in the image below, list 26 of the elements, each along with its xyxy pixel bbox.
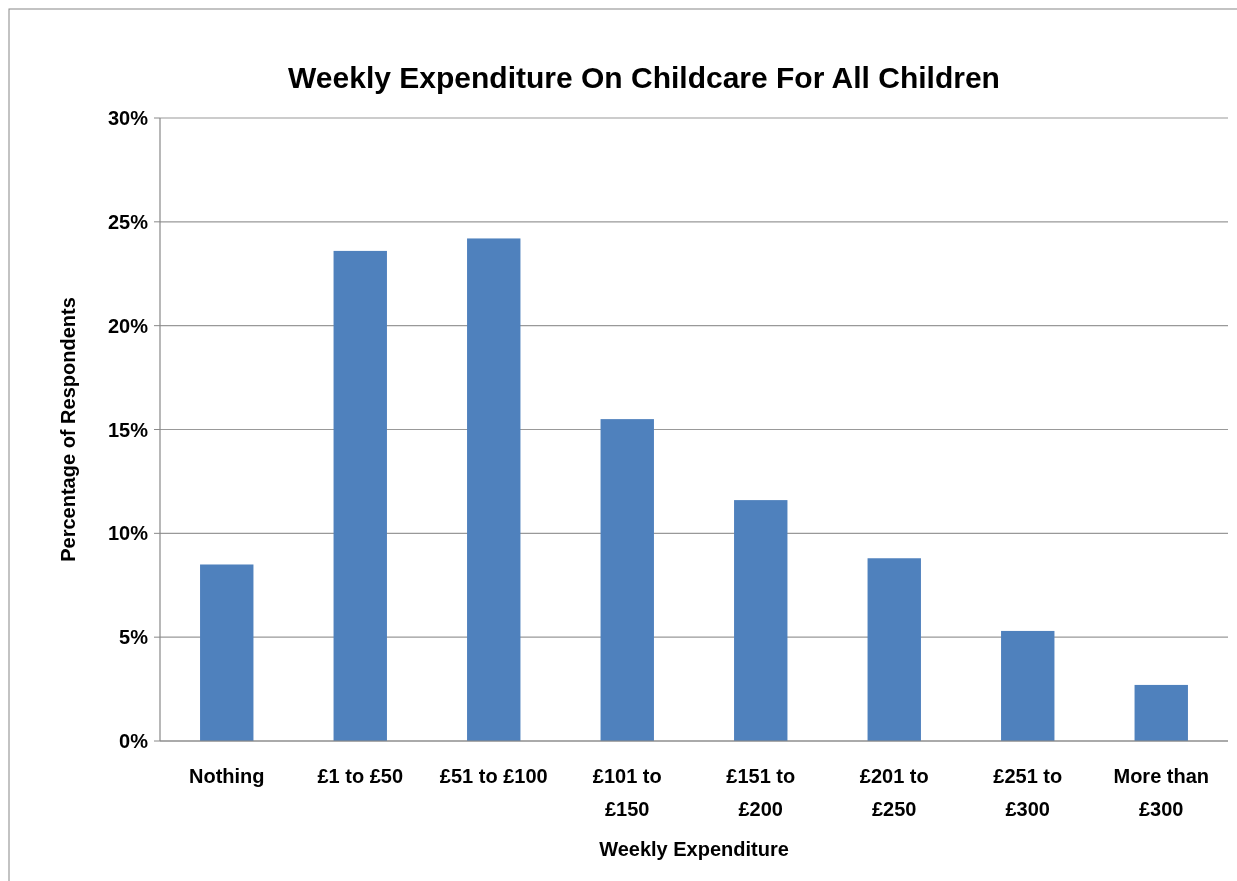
- y-axis-title: Percentage of Respondents: [57, 297, 79, 562]
- bar: [1134, 684, 1188, 741]
- x-tick-label: £151 to £200: [726, 765, 796, 820]
- x-tick-label: £51 to £100: [439, 765, 548, 787]
- y-tick-label: 20%: [107, 314, 149, 337]
- y-tick-label: 15%: [107, 418, 149, 441]
- x-tick-label: £251 to £300: [993, 765, 1063, 820]
- bar: [467, 238, 521, 741]
- bar: [600, 419, 654, 741]
- y-tick-label: 10%: [107, 522, 149, 545]
- bar: [1001, 630, 1055, 741]
- x-tick-label: £1 to £50: [317, 765, 404, 787]
- y-tick-label: 30%: [107, 107, 149, 129]
- x-tick-label: £201 to £250: [859, 765, 929, 820]
- bar: [333, 250, 387, 741]
- bar: [200, 564, 254, 741]
- y-tick-label: 25%: [107, 210, 149, 233]
- bar: [734, 500, 788, 741]
- y-tick-label: 0%: [119, 730, 149, 752]
- x-axis-title: Weekly Expenditure: [599, 838, 789, 860]
- bar: [867, 558, 921, 741]
- x-tick-label: £101 to £150: [592, 765, 662, 820]
- chart-title: Weekly Expenditure On Childcare For All Children: [288, 61, 1000, 94]
- y-tick-label: 5%: [119, 626, 149, 649]
- x-tick-label: More than £300: [1113, 765, 1210, 820]
- x-tick-label: Nothing: [188, 765, 265, 787]
